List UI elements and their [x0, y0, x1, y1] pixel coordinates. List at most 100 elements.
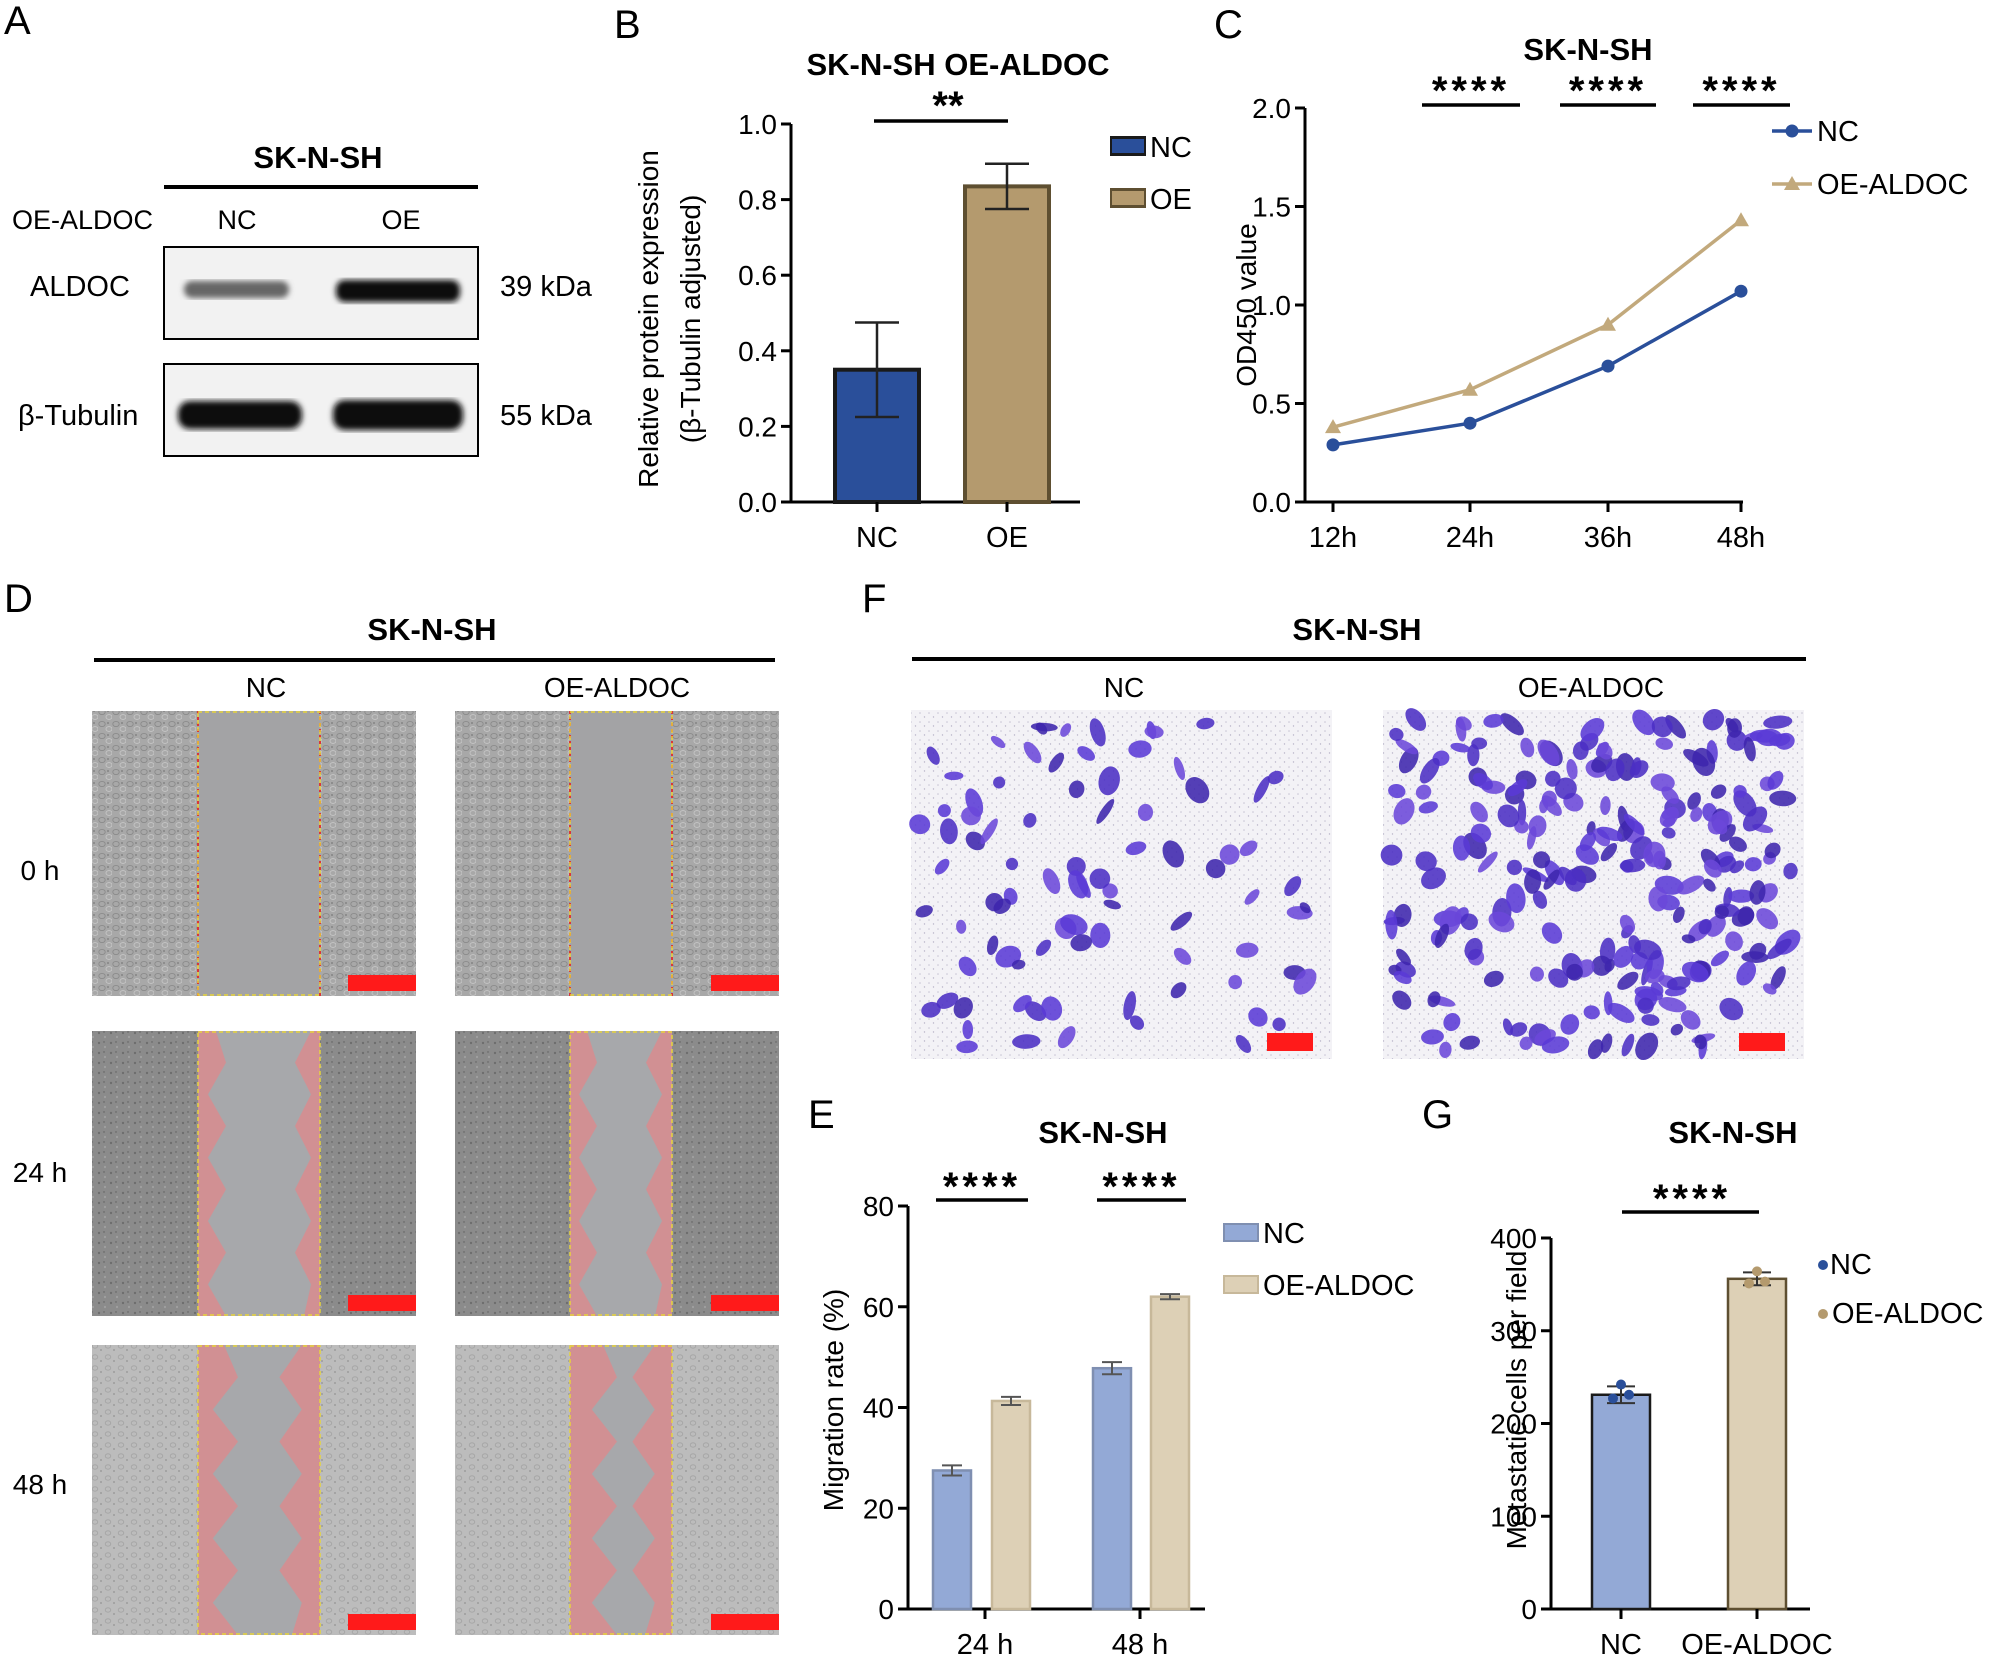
stained-cell — [1600, 1033, 1613, 1053]
panel-letter-f: F — [862, 577, 886, 621]
stained-cell — [1703, 859, 1722, 878]
stained-cell — [1554, 777, 1577, 800]
chart-g-ytick-label: 400 — [1490, 1223, 1537, 1254]
stained-cell — [1596, 826, 1623, 841]
stained-cell — [1597, 742, 1613, 760]
stained-cell — [1764, 842, 1781, 859]
stained-cell — [1450, 742, 1471, 753]
stained-cell — [1690, 807, 1703, 822]
stained-cell — [1702, 708, 1725, 731]
stained-cell — [1645, 969, 1665, 984]
stained-cell — [1144, 725, 1164, 739]
stained-cell — [1452, 835, 1471, 861]
stained-cell — [1035, 939, 1052, 956]
stained-cell — [1396, 948, 1411, 966]
panel-d-title: SK-N-SH — [367, 612, 496, 647]
chart-c-point-oe-aldoc — [1325, 419, 1341, 434]
stained-cell — [1723, 887, 1733, 908]
stained-cell — [1681, 934, 1696, 944]
chart-c-ytick-label: 0.0 — [1252, 487, 1291, 518]
wound-micrograph-oe-aldoc-2 — [455, 1345, 779, 1635]
stained-cell — [1057, 1026, 1076, 1049]
stained-cell — [909, 814, 931, 835]
tubulin-band-oe — [333, 400, 463, 430]
stained-cell — [1727, 718, 1742, 738]
stained-cell — [1060, 723, 1072, 737]
stained-cell — [1421, 867, 1446, 890]
stained-cell — [961, 806, 981, 826]
stained-cell — [1767, 938, 1792, 960]
scale-bar — [1267, 1033, 1313, 1051]
stained-cell — [1714, 905, 1729, 919]
stained-cell — [1023, 741, 1042, 764]
chart-e-bar-nc — [931, 1469, 973, 1611]
stained-cell — [1418, 801, 1438, 814]
stained-cell — [1507, 779, 1528, 797]
stained-cell — [1162, 840, 1185, 868]
stained-cell — [1456, 716, 1472, 731]
stained-cell — [1621, 1033, 1635, 1057]
scale-bar — [1739, 1033, 1785, 1051]
stained-cell — [1473, 772, 1493, 790]
stained-cell — [1244, 889, 1260, 905]
chart-b-ytick-label: 1.0 — [738, 109, 777, 140]
stained-cell — [1098, 766, 1120, 796]
stained-cell — [962, 1020, 974, 1040]
scale-bar — [348, 1614, 416, 1630]
chart-e-ytick-label: 40 — [863, 1393, 894, 1424]
chart-c-point-oe-aldoc — [1733, 212, 1749, 227]
stained-cell — [1419, 757, 1440, 784]
stained-cell — [1605, 758, 1625, 782]
stained-cell — [1632, 709, 1656, 736]
chart-c-ytick-label: 1.0 — [1252, 290, 1291, 321]
stained-cell — [1749, 729, 1778, 743]
stained-cell — [1677, 875, 1705, 895]
chart-e-bar-oe-aldoc — [1149, 1295, 1191, 1611]
stained-cell — [1617, 971, 1639, 990]
wound-micrograph-nc-0 — [92, 711, 416, 996]
stained-cell — [1650, 982, 1664, 996]
stained-cell — [1380, 844, 1403, 866]
stained-cell — [1388, 783, 1406, 799]
wound-boundary-box — [569, 711, 673, 996]
panel-e-chart: E SK-N-SH Migration rate (%) NC OE-ALDOC… — [808, 1093, 1414, 1661]
panel-d-col-oe: OE-ALDOC — [544, 672, 690, 703]
stained-cell — [1743, 736, 1756, 762]
stained-cell — [1483, 970, 1504, 987]
chart-b-significance-label: ** — [932, 84, 964, 128]
stained-cell — [1634, 939, 1662, 960]
stained-cell — [1710, 950, 1730, 967]
stained-cell — [1500, 713, 1524, 736]
wound-boundary-box — [197, 1031, 321, 1316]
scale-bar — [711, 975, 779, 991]
stained-cell — [1710, 784, 1727, 799]
chart-g-xtick-label: OE-ALDOC — [1681, 1629, 1832, 1661]
stained-cell — [1011, 959, 1026, 970]
stained-cell — [1619, 914, 1636, 934]
stained-cell — [1659, 806, 1679, 827]
stained-cell — [1655, 737, 1673, 750]
wound-scratch-area — [570, 711, 672, 996]
chart-c-xtick-label: 12h — [1309, 522, 1357, 554]
stained-cell — [1670, 1023, 1684, 1036]
wound-micrograph-oe-aldoc-1 — [455, 1031, 779, 1316]
chart-c-legend-marker-oe — [1784, 176, 1800, 190]
stained-cell — [1023, 813, 1037, 828]
stained-cell — [1742, 806, 1768, 832]
stained-cell — [1488, 911, 1515, 933]
chart-b-ylabel-line2: (β-Tubulin adjusted) — [675, 195, 706, 444]
stained-cell — [1129, 1015, 1145, 1030]
chart-g-bar-oe-aldoc — [1726, 1277, 1788, 1611]
stained-cell — [1756, 908, 1779, 930]
stained-cell — [1641, 1014, 1660, 1026]
chart-e-title: SK-N-SH — [1038, 1115, 1167, 1150]
chart-c-point-nc — [1326, 438, 1340, 452]
stained-cell — [1235, 942, 1259, 958]
stained-cell — [1035, 722, 1048, 735]
stained-cell — [1510, 1022, 1528, 1037]
panel-b-chart: B SK-N-SH OE-ALDOC Relative protein expr… — [614, 3, 1192, 554]
wound-remaining-gap — [208, 1031, 311, 1316]
stained-cell — [1661, 827, 1676, 839]
stained-cell — [1705, 915, 1726, 937]
stained-cell — [1613, 945, 1634, 968]
